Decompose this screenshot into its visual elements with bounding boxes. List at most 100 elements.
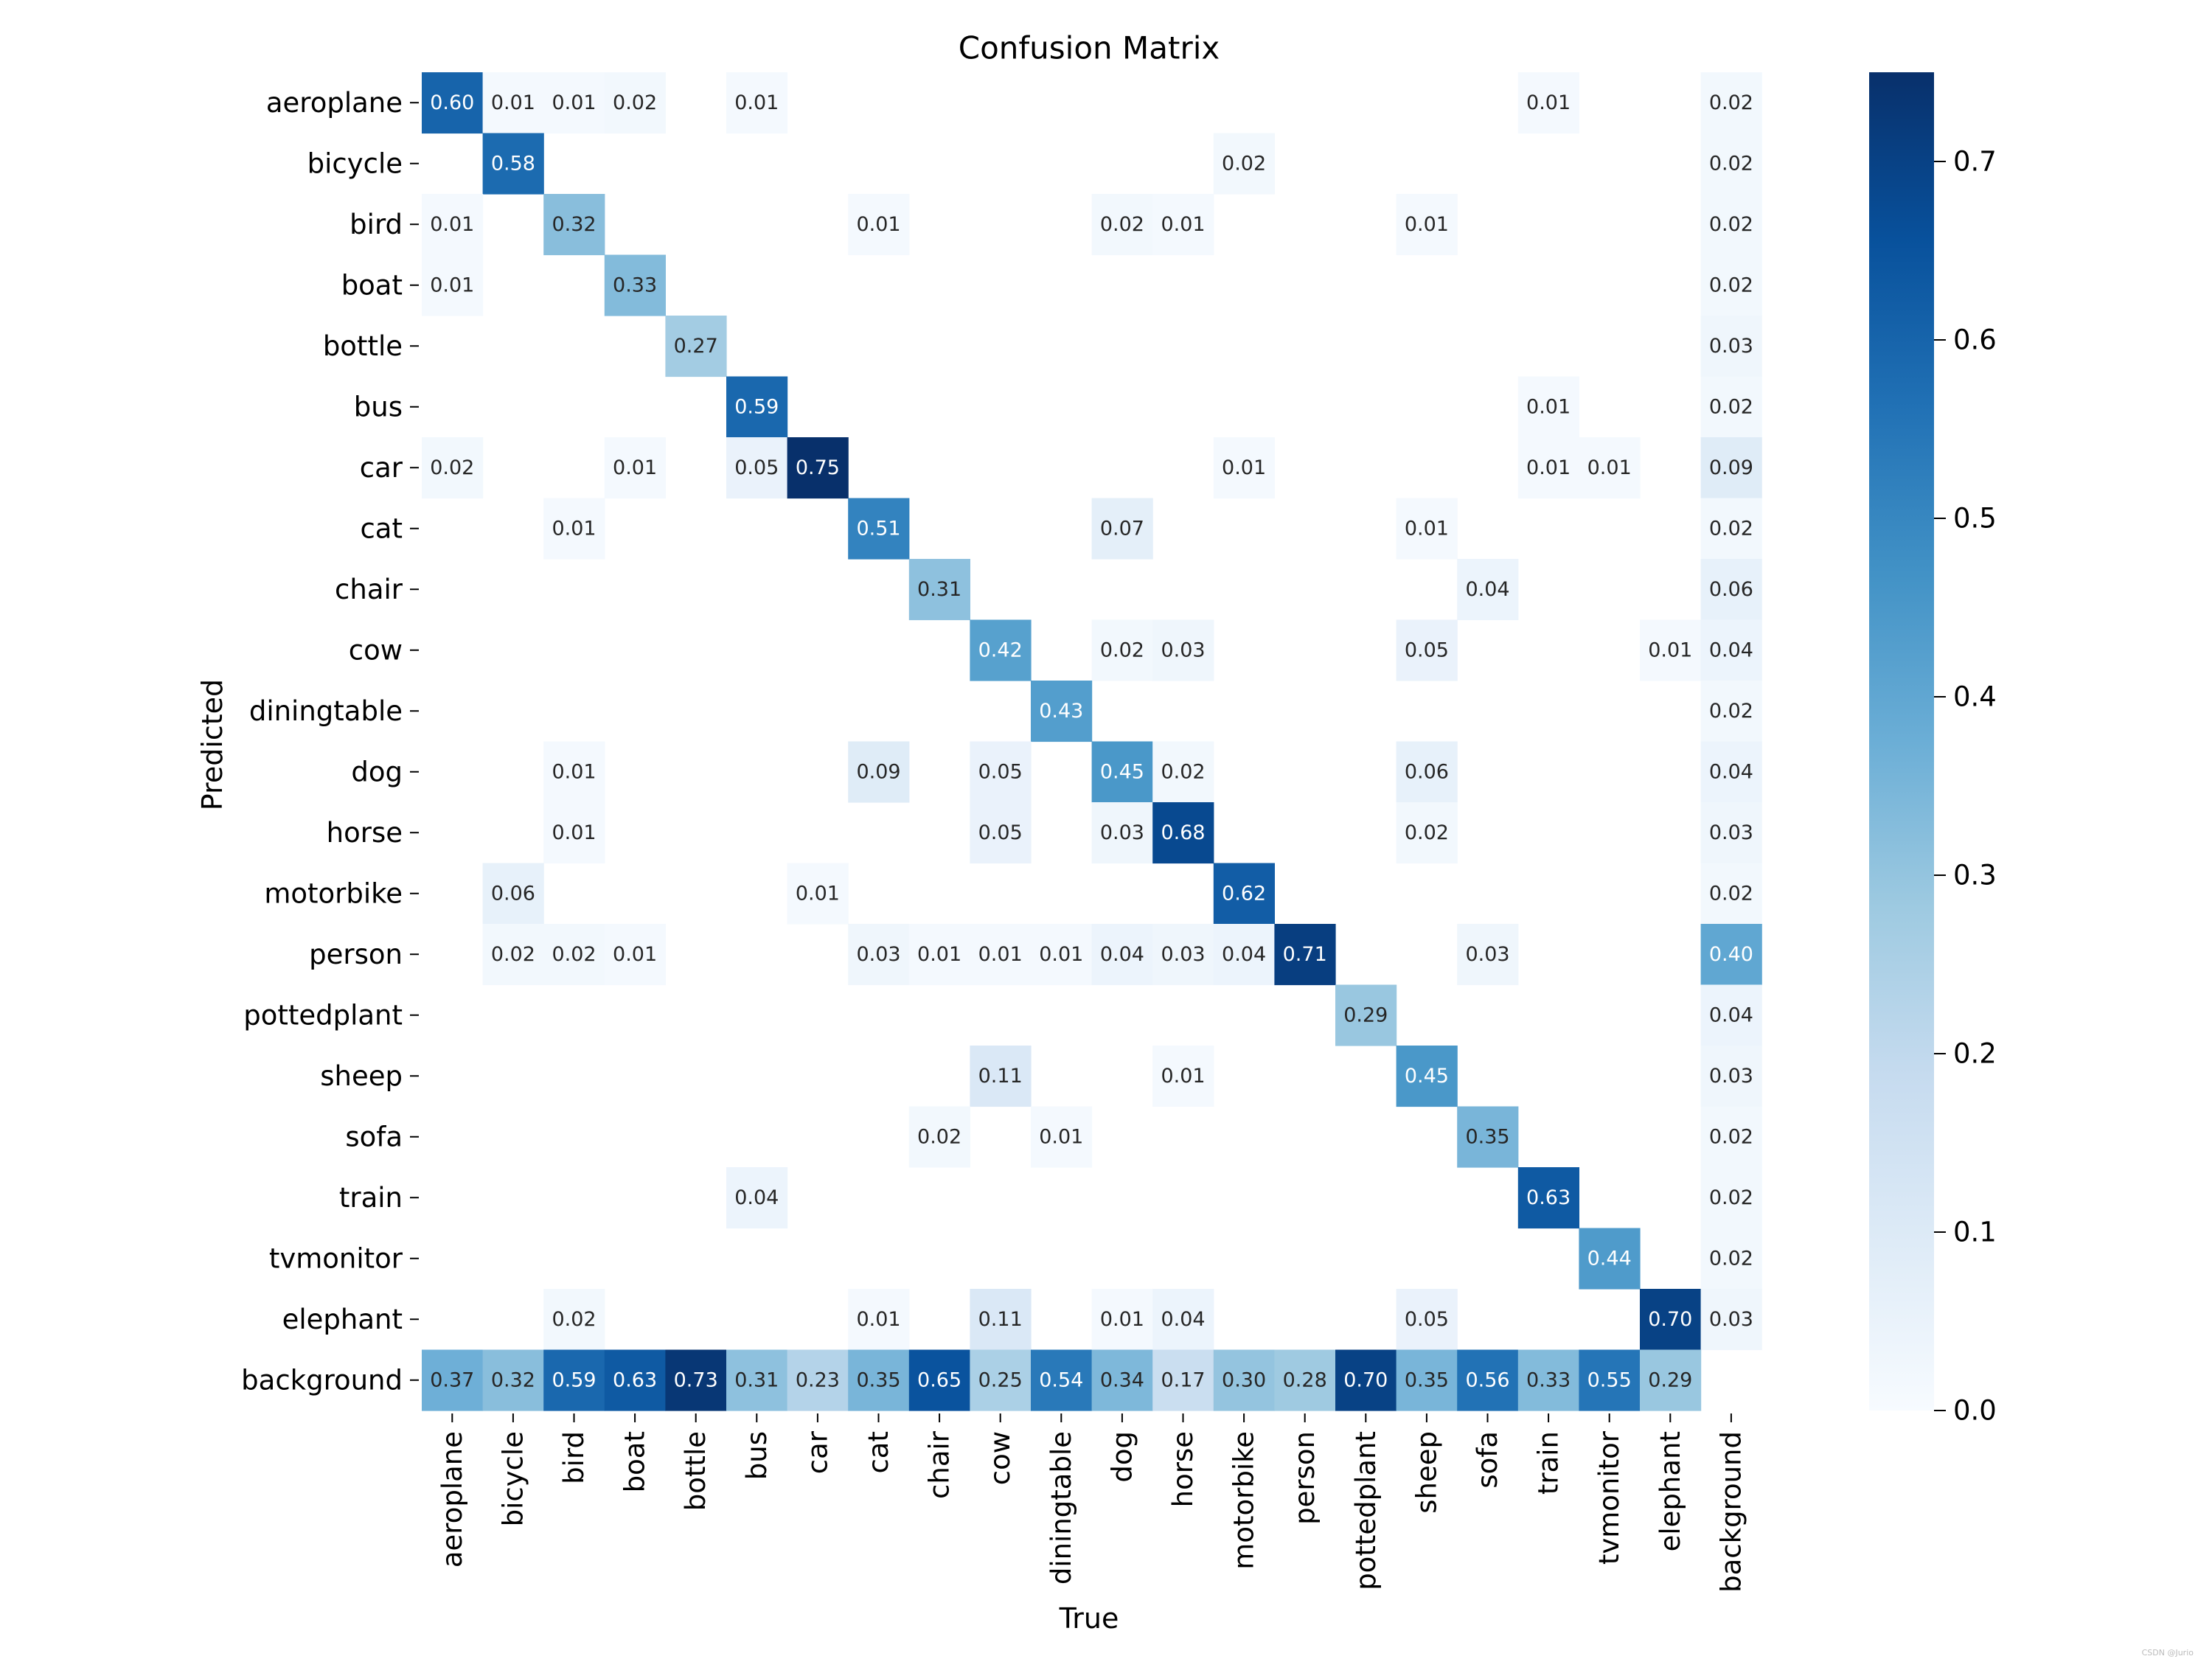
heatmap-cell	[1700, 1106, 1762, 1168]
heatmap-cell	[1700, 559, 1762, 621]
cell-value-label: 0.23	[796, 1368, 840, 1391]
y-tick-label: cat	[360, 512, 403, 544]
y-tick-label: horse	[327, 817, 403, 849]
cell-value-label: 0.06	[1405, 760, 1449, 783]
heatmap-cell	[1517, 1167, 1579, 1229]
cell-value-label: 0.01	[552, 91, 596, 114]
heatmap-cell	[1396, 741, 1458, 803]
cell-value-label: 0.33	[1526, 1368, 1571, 1391]
colorbar-tick-label: 0.6	[1953, 324, 1997, 356]
cell-value-label: 0.01	[1405, 517, 1449, 540]
x-tick-label: cat	[863, 1431, 894, 1474]
y-tick-label: train	[339, 1182, 403, 1214]
cell-value-label: 0.02	[1709, 213, 1753, 236]
cell-value-label: 0.68	[1161, 821, 1205, 844]
cell-value-label: 0.01	[430, 274, 474, 296]
cell-value-label: 0.01	[1100, 1308, 1144, 1331]
heatmap-cell	[1335, 984, 1397, 1046]
cell-value-label: 0.17	[1161, 1368, 1205, 1391]
heatmap-cell	[1152, 924, 1214, 986]
heatmap-cell	[1396, 619, 1458, 681]
cell-value-label: 0.01	[978, 943, 1023, 966]
heatmap-cell	[1700, 437, 1762, 499]
x-tick-label: dog	[1106, 1431, 1138, 1483]
cell-value-label: 0.45	[1100, 760, 1144, 783]
cell-value-label: 0.06	[1709, 578, 1753, 601]
heatmap-cell	[1700, 681, 1762, 742]
x-tick-label: tvmonitor	[1593, 1430, 1625, 1565]
heatmap-cell	[908, 924, 970, 986]
cell-value-label: 0.01	[1161, 213, 1205, 236]
cell-value-label: 0.65	[917, 1368, 961, 1391]
heatmap-cell	[1579, 1349, 1641, 1411]
x-tick-label: background	[1715, 1431, 1747, 1593]
heatmap-cell	[1335, 1349, 1397, 1411]
cell-value-label: 0.04	[1709, 760, 1753, 783]
cell-value-label: 0.01	[856, 213, 900, 236]
cell-value-label: 0.04	[1100, 943, 1144, 966]
heatmap-cell	[1091, 924, 1153, 986]
heatmap-cell	[543, 498, 605, 560]
heatmap-cell	[726, 1349, 788, 1411]
y-tick-label: sofa	[345, 1121, 403, 1152]
cell-value-label: 0.04	[1161, 1308, 1205, 1331]
heatmap-cell	[970, 924, 1032, 986]
y-axis-ticks: aeroplane bicycle bird boat bottle bus car cat c…	[241, 87, 419, 1396]
heatmap-cell	[1579, 437, 1641, 499]
heatmap-cell	[1274, 924, 1336, 986]
heatmap-cells	[422, 72, 1762, 1411]
cell-value-label: 0.02	[1709, 395, 1753, 418]
heatmap-cell	[543, 72, 605, 134]
heatmap-cell	[908, 1349, 970, 1411]
heatmap-cell	[1640, 619, 1702, 681]
heatmap-cell	[1700, 741, 1762, 803]
cell-value-label: 0.02	[1405, 821, 1449, 844]
cell-value-label: 0.32	[552, 213, 596, 236]
cell-value-label: 0.06	[491, 882, 535, 905]
cell-value-label: 0.03	[1465, 943, 1509, 966]
heatmap-cell	[1457, 1106, 1519, 1168]
heatmap-cell	[543, 924, 605, 986]
cell-value-label: 0.02	[430, 456, 474, 479]
cell-value-label: 0.01	[796, 882, 840, 905]
heatmap-cell	[848, 1289, 910, 1351]
heatmap-cell	[1700, 1167, 1762, 1229]
cell-value-label: 0.45	[1405, 1065, 1449, 1088]
heatmap-cell	[1700, 1289, 1762, 1351]
cell-value-label: 0.56	[1465, 1368, 1509, 1391]
heatmap-cell	[726, 1167, 788, 1229]
cell-value-label: 0.35	[1465, 1125, 1509, 1148]
heatmap-cell	[970, 1046, 1032, 1107]
heatmap-cell	[1700, 316, 1762, 378]
heatmap-cell	[1457, 1349, 1519, 1411]
heatmap-cell	[543, 1349, 605, 1411]
cell-value-label: 0.01	[1161, 1065, 1205, 1088]
heatmap-cell	[1700, 72, 1762, 134]
heatmap-cell	[604, 254, 666, 316]
cell-value-label: 0.02	[1709, 274, 1753, 296]
cell-value-label: 0.01	[552, 517, 596, 540]
heatmap-cell	[1152, 1046, 1214, 1107]
heatmap-cell	[970, 1289, 1032, 1351]
heatmap-cell	[1152, 741, 1214, 803]
heatmap-cell	[1700, 194, 1762, 256]
heatmap-cell	[543, 194, 605, 256]
heatmap-cell	[1700, 133, 1762, 195]
heatmap-cell	[1152, 1289, 1214, 1351]
colorbar-tick-label: 0.4	[1953, 681, 1997, 713]
cell-value-label: 0.58	[491, 152, 535, 175]
cell-value-label: 0.02	[613, 91, 657, 114]
cell-value-label: 0.03	[1161, 639, 1205, 661]
heatmap-cell	[1640, 1349, 1702, 1411]
heatmap-cell	[1700, 863, 1762, 925]
cell-value-label: 0.02	[1709, 700, 1753, 723]
cell-value-label: 0.02	[1100, 639, 1144, 661]
cell-value-label: 0.75	[796, 456, 840, 479]
cell-value-label: 0.25	[978, 1368, 1023, 1391]
cell-value-label: 0.54	[1039, 1368, 1083, 1391]
cell-value-label: 0.02	[1709, 517, 1753, 540]
heatmap-cell	[543, 1289, 605, 1351]
cell-value-label: 0.02	[1709, 1125, 1753, 1148]
heatmap-cell	[1517, 72, 1579, 134]
